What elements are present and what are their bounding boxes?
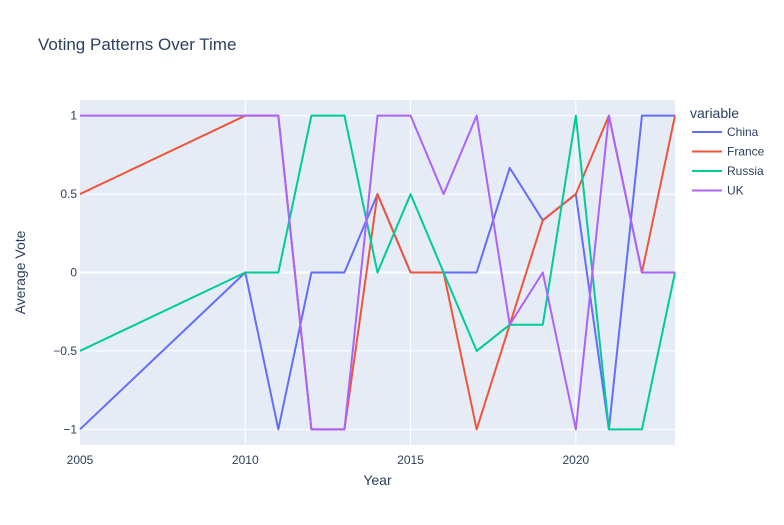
y-tick-label: −0.5 [53, 344, 77, 358]
series-lines [79, 114, 676, 431]
y-tick-label: 0.5 [60, 187, 77, 201]
y-tick-label: 1 [70, 109, 77, 123]
legend-label-china: China [727, 125, 759, 139]
x-tick-label: 2005 [67, 453, 94, 467]
x-tick-label: 2020 [562, 453, 589, 467]
x-axis-ticks: 2005 2010 2015 2020 [67, 453, 590, 467]
y-tick-label: 0 [70, 266, 77, 280]
x-axis-title: Year [363, 472, 392, 488]
series-line-uk [80, 114, 675, 431]
legend-label-france: France [727, 145, 765, 159]
legend: variable China France Russia UK [690, 105, 765, 198]
x-tick-label: 2010 [232, 453, 259, 467]
y-axis-title: Average Vote [12, 230, 28, 314]
y-tick-label: −1 [63, 422, 77, 436]
legend-title: variable [690, 105, 739, 121]
x-tick-label: 2015 [397, 453, 424, 467]
legend-items: China France Russia UK [692, 125, 765, 198]
chart-title: Voting Patterns Over Time [38, 35, 236, 54]
legend-label-uk: UK [727, 184, 744, 198]
legend-label-russia: Russia [727, 164, 764, 178]
y-axis-ticks: −1 −0.5 0 0.5 1 [53, 109, 77, 437]
